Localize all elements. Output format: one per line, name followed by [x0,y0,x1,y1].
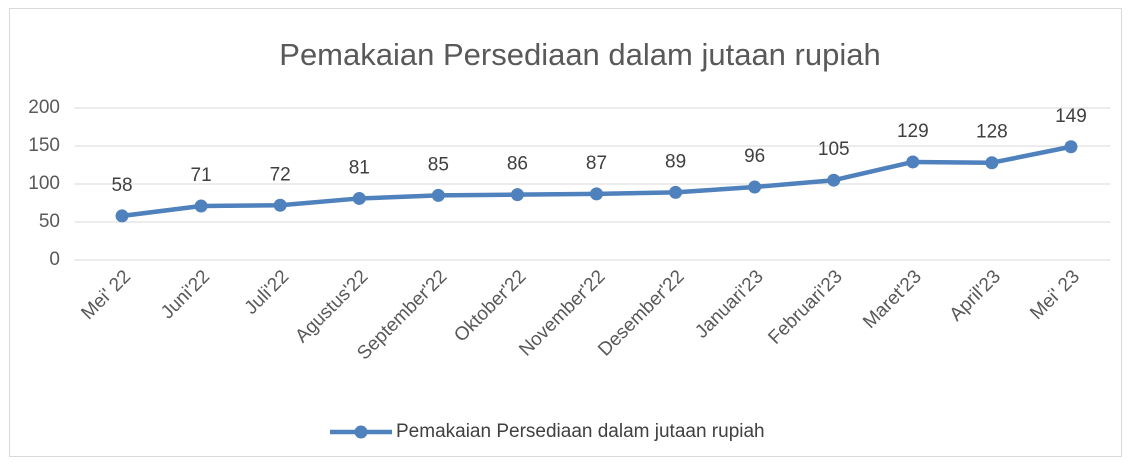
data-label: 71 [191,165,212,186]
data-label: 72 [270,164,291,185]
data-label: 96 [744,146,765,167]
legend-label: Pemakaian Persediaan dalam jutaan rupiah [396,421,765,442]
marker [827,173,841,187]
legend-marker [354,425,368,439]
marker [748,180,762,194]
marker [431,188,445,202]
y-tick-label: 50 [39,211,60,232]
marker [510,188,524,202]
y-tick-label: 0 [49,249,60,270]
data-label: 86 [507,154,528,175]
data-label: 85 [428,154,449,175]
marker [1064,140,1078,154]
data-label: 89 [665,151,686,172]
marker [669,185,683,199]
marker [985,156,999,170]
data-label: 128 [976,122,1008,143]
data-label: 81 [349,157,370,178]
marker [115,209,129,223]
y-tick-label: 200 [28,97,60,118]
marker [273,198,287,212]
marker [352,191,366,205]
chart-border [9,8,1122,457]
marker [194,199,208,213]
data-label: 129 [897,121,929,142]
marker [590,187,603,201]
y-tick-label: 150 [28,135,60,156]
data-label: 87 [586,153,607,174]
y-tick-label: 100 [28,173,60,194]
chart-title: Pemakaian Persediaan dalam jutaan rupiah [279,37,880,72]
marker [906,155,920,169]
data-label: 105 [818,139,850,160]
data-label: 58 [111,175,132,196]
data-label: 149 [1055,106,1087,127]
